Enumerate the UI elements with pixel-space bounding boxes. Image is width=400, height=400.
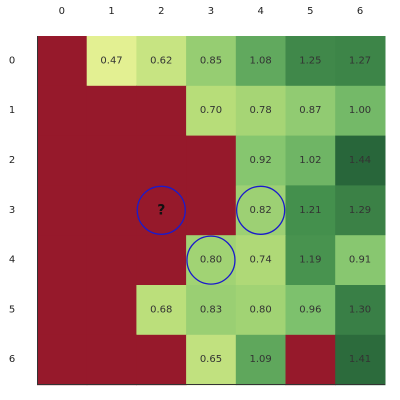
- cell-value-label: 0.47: [100, 55, 122, 66]
- cell-value-label: 0.96: [299, 304, 321, 315]
- heatmap-cell-r3-c5: [285, 185, 336, 236]
- heatmap-cell-r1-c6: [335, 85, 386, 137]
- heatmap-cell-r1-c2: [136, 85, 187, 137]
- heatmap-cell-r3-c0: [37, 185, 88, 236]
- heatmap-cell-r1-c1: [86, 85, 137, 137]
- x-tick-label: 1: [108, 6, 114, 17]
- x-axis-ticks: 0 1 2 3 4 5 6: [59, 6, 364, 17]
- highlight-circle: [235, 185, 286, 235]
- heatmap-cell-r5-c0: [37, 285, 88, 336]
- cell-value-label: 0.62: [150, 55, 172, 66]
- heatmap-cell-r2-c2: [136, 135, 187, 186]
- y-tick-label: 1: [9, 105, 15, 116]
- x-tick-label: 4: [257, 6, 263, 17]
- cell-value-label: 0.83: [200, 304, 222, 315]
- heatmap-cell-r4-c6: [335, 235, 386, 286]
- cell-value-label: 1.02: [299, 155, 321, 166]
- heatmap-cells: [37, 36, 386, 386]
- x-tick-label: 6: [357, 6, 363, 17]
- heatmap-cell-r4-c5: [285, 235, 336, 286]
- x-tick-label: 5: [307, 6, 313, 17]
- heatmap-cell-r0-c0: [37, 36, 88, 87]
- cell-value-label: 0.92: [250, 155, 272, 166]
- heatmap-cell-r0-c4: [235, 36, 287, 87]
- heatmap-cell-r6-c3: [186, 334, 237, 386]
- heatmap-cell-r5-c4: [235, 285, 287, 336]
- cell-value-label: 1.25: [299, 55, 321, 66]
- heatmap-cell-r0-c6: [335, 36, 386, 87]
- heatmap-cell-r2-c4: [235, 135, 287, 186]
- heatmap-cell-r1-c0: [37, 85, 88, 137]
- y-tick-label: 4: [9, 255, 15, 266]
- y-tick-label: 5: [9, 304, 15, 315]
- heatmap-cell-r1-c4: [235, 85, 287, 137]
- heatmap-cell-r4-c1: [86, 235, 137, 286]
- heatmap-cell-r0-c5: [285, 36, 336, 87]
- heatmap-cell-r2-c6: [335, 135, 386, 186]
- x-tick-label: 3: [208, 6, 214, 17]
- x-tick-label: 2: [158, 6, 164, 17]
- heatmap-cell-r5-c1: [86, 285, 137, 336]
- cell-value-label: 1.41: [349, 354, 371, 365]
- heatmap-cell-r1-c5: [285, 85, 336, 137]
- highlight-circle: [186, 235, 236, 285]
- cell-value-label: 1.30: [349, 304, 371, 315]
- cell-value-label: 0.74: [250, 255, 272, 266]
- highlight-circles: [136, 185, 286, 285]
- cell-value-label: 0.78: [250, 105, 272, 116]
- heatmap-cell-r4-c0: [37, 235, 88, 286]
- cell-value-label: 0.80: [200, 255, 222, 266]
- heatmap-cell-r0-c1: [86, 36, 137, 87]
- heatmap-cell-r5-c2: [136, 285, 187, 336]
- y-tick-label: 6: [9, 354, 15, 365]
- heatmap-cell-r5-c6: [335, 285, 386, 336]
- x-tick-label: 0: [59, 6, 65, 17]
- cell-value-label: 1.08: [250, 55, 272, 66]
- y-axis-ticks: 0 1 2 3 4 5 6: [9, 55, 15, 365]
- heatmap-cell-r5-c3: [186, 285, 237, 336]
- heatmap-cell-r6-c2: [136, 334, 187, 386]
- heatmap-cell-r2-c5: [285, 135, 336, 186]
- heatmap-cell-r2-c1: [86, 135, 137, 186]
- y-tick-label: 3: [9, 205, 15, 216]
- cell-value-label: 1.19: [299, 255, 321, 266]
- cell-value-label: 1.29: [349, 205, 371, 216]
- cell-value-label: 0.82: [250, 205, 272, 216]
- heatmap-cell-r4-c2: [136, 235, 187, 286]
- heatmap-cell-r3-c6: [335, 185, 386, 236]
- cell-value-label: 0.91: [349, 255, 371, 266]
- heatmap-cell-r4-c4: [235, 235, 287, 286]
- cell-value-labels: 0.47 0.62 0.85 1.08 1.25 1.27 0.70 0.78 0.87 1.00…: [100, 55, 371, 365]
- cell-value-label: 0.85: [200, 55, 222, 66]
- cell-value-label: 0.65: [200, 354, 222, 365]
- heatmap-cell-r5-c5: [285, 285, 336, 336]
- cell-value-label: 1.00: [349, 105, 371, 116]
- cell-value-label: 0.68: [150, 304, 172, 315]
- heatmap-cell-r3-c1: [86, 185, 137, 236]
- cell-value-label: 1.09: [250, 354, 272, 365]
- heatmap-cell-r0-c2: [136, 36, 187, 87]
- heatmap-cell-r2-c3: [186, 135, 237, 186]
- heatmap-cell-r0-c3: [186, 36, 237, 87]
- unknown-cell-label: ?: [157, 202, 165, 218]
- heatmap-cell-r1-c3: [186, 85, 237, 137]
- heatmap-cell-r6-c6: [335, 334, 386, 386]
- y-tick-label: 0: [9, 55, 15, 66]
- heatmap-cell-r6-c1: [86, 334, 137, 386]
- heatmap-cell-r2-c0: [37, 135, 88, 186]
- heatmap-cell-r6-c4: [235, 334, 287, 386]
- heatmap-cell-r3-c3: [186, 185, 237, 236]
- cell-value-label: 1.21: [299, 205, 321, 216]
- cell-value-label: 1.27: [349, 55, 371, 66]
- cell-value-label: 0.87: [299, 105, 321, 116]
- cell-value-label: 1.44: [349, 155, 371, 166]
- cell-value-label: 0.70: [200, 105, 222, 116]
- highlight-circle: [136, 185, 186, 235]
- y-tick-label: 2: [9, 155, 15, 166]
- cell-value-label: 0.80: [250, 304, 272, 315]
- heatmap-cell-r6-c5: [285, 334, 336, 386]
- heatmap-cell-r6-c0: [37, 334, 88, 386]
